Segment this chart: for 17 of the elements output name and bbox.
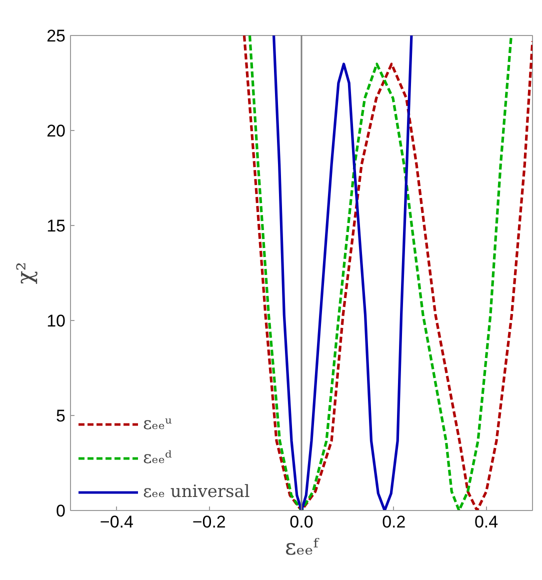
legend-label: εₑₑᵈ: [143, 448, 172, 468]
y-tick-label: 0: [56, 502, 66, 520]
y-tick-label: 15: [46, 216, 66, 236]
legend-label: εₑₑᵘ: [143, 414, 172, 434]
legend-label: εₑₑ universal: [143, 482, 250, 502]
x-tick-label: −0.2: [192, 512, 226, 532]
x-tick-label: 0.0: [290, 512, 314, 532]
x-tick-label: 0.2: [382, 512, 406, 532]
line-series: [272, 36, 413, 510]
y-tick-label: 20: [46, 122, 66, 140]
y-tick-label: 25: [46, 26, 66, 46]
y-tick-label: 5: [56, 406, 66, 426]
x-tick-label: −0.4: [100, 512, 134, 532]
y-tick-label: 10: [46, 312, 66, 330]
y-axis-title: χ²: [14, 262, 39, 284]
x-tick-label: 0.4: [474, 512, 498, 532]
x-axis-title: εₑₑᶠ: [284, 536, 320, 560]
